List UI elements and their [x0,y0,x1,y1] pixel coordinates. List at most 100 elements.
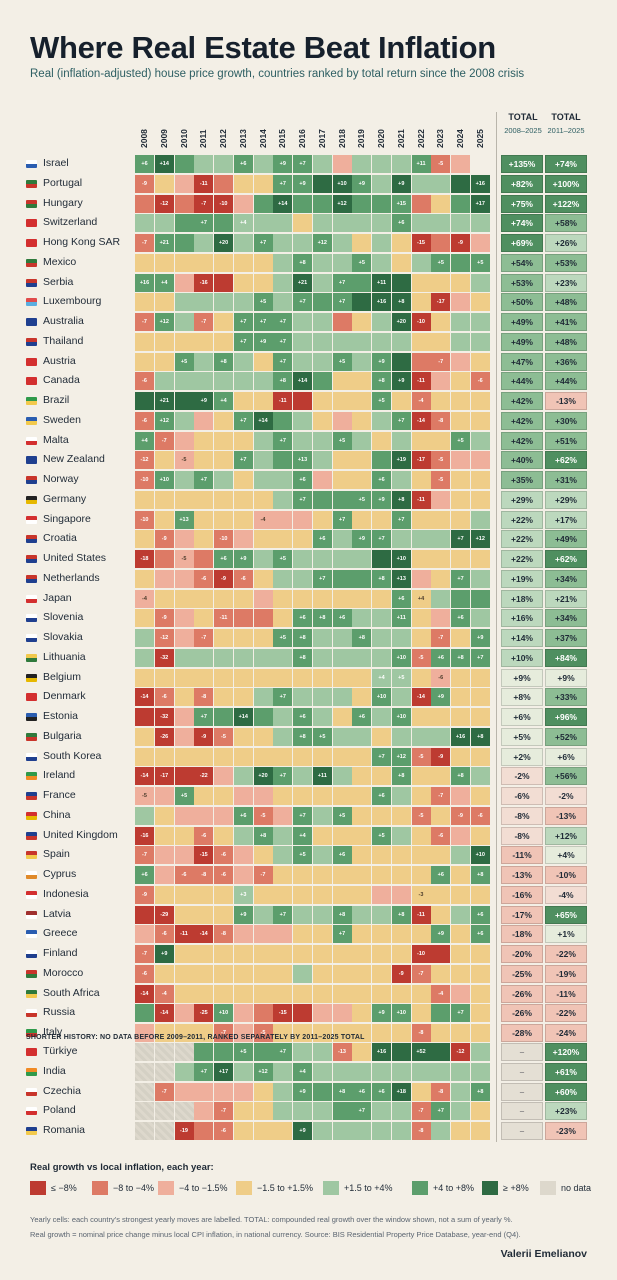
legend-swatch [412,1181,428,1195]
heat-cell-hong-kong-sar-2008: -7 [135,234,154,252]
heat-cell-austria-2008 [135,352,154,371]
heat-cell-thailand-2009 [154,332,174,351]
heat-cell-brazil-2023 [431,392,451,410]
heat-cell-new-zealand-2025 [470,451,490,470]
heat-cell-cyprus-2020 [372,866,391,884]
heat-cell-slovenia-2013 [233,609,253,628]
heat-cell-australia-2019 [352,313,372,331]
flag-icon-denmark [26,693,37,702]
heat-cell-france-2013 [233,787,253,805]
heat-cell-t-rkiye-2016 [293,1043,312,1061]
total-2011-indonesia: -4% [545,885,587,904]
heat-cell-mexico-2025: +5 [470,253,490,272]
heat-cell-mexico-2012 [214,253,233,272]
heat-cell-poland-2016 [293,1102,312,1121]
heat-cell-indonesia-2014 [253,885,273,904]
flag-icon-germany [26,495,37,504]
heat-cell-hong-kong-sar-2015 [273,234,293,252]
heat-cell-mexico-2017 [312,253,332,272]
total-2011-russia: -22% [545,1004,587,1023]
heat-cell-hong-kong-sar-2024: -9 [451,234,470,252]
heat-cell-austria-2011 [194,352,214,371]
heat-cell-latvia-2012 [214,905,233,924]
heat-cell-south-africa-2020 [372,984,391,1003]
heat-cell-bulgaria-2024: +16 [451,727,470,746]
flag-icon-singapore [26,515,37,524]
heat-cell-united-kingdom-2013 [233,826,253,845]
heat-cell-czechia-2025: +8 [470,1082,490,1101]
heat-cell-finland-2008: -7 [135,945,154,963]
total-2008-hungary: +75% [501,194,543,213]
total-2011-sweden: +30% [545,411,587,430]
flag-icon-united-kingdom [26,831,37,840]
heat-cell-united-kingdom-2015 [273,826,293,845]
heat-cell-czechia-2014 [253,1082,273,1101]
total-2008-australia: +49% [501,313,543,331]
heat-cell-malta-2009: -7 [154,431,174,450]
heat-cell-czechia-2008 [135,1082,154,1101]
legend-swatch [323,1181,339,1195]
heat-cell-austria-2017 [312,352,332,371]
heat-cell-czechia-2023: -8 [431,1082,451,1101]
total-2008-cyprus: -13% [501,866,543,884]
legend-swatch [158,1181,174,1195]
country-label-slovakia: Slovakia [43,631,83,643]
heat-cell-south-africa-2021 [391,984,411,1003]
heat-cell-romania-2013 [233,1122,253,1140]
heat-cell-south-korea-2020: +7 [372,747,391,766]
heat-cell-spain-2012: -6 [214,846,233,865]
heat-cell-south-africa-2009: -4 [154,984,174,1003]
legend-swatch [30,1181,46,1195]
heat-cell-portugal-2011: -11 [194,174,214,193]
heat-cell-slovenia-2017: +8 [312,609,332,628]
heat-cell-hong-kong-sar-2009: +21 [154,234,174,252]
country-label-serbia: Serbia [43,275,74,288]
heat-cell-spain-2008: -7 [135,846,154,865]
chart-subtitle: Real (inflation-adjusted) house price gr… [30,68,525,80]
heat-cell-singapore-2016 [293,510,312,529]
heat-cell-south-africa-2025 [470,984,490,1003]
heat-cell-malta-2010 [174,431,194,450]
heat-cell-india-2018 [332,1062,352,1081]
heat-cell-brazil-2009: +21 [154,392,174,410]
heat-cell-morocco-2019 [352,964,372,983]
heat-cell-cyprus-2023: +6 [431,866,451,884]
heat-cell-new-zealand-2017 [312,451,332,470]
heat-cell-belgium-2012 [214,668,233,687]
heat-cell-mexico-2020 [372,253,391,272]
total-2011-new-zealand: +62% [545,451,587,470]
heat-cell-canada-2008: -6 [135,372,154,391]
heat-cell-hungary-2014 [253,194,273,213]
total-2008-israel: +135% [501,155,543,173]
heat-cell-croatia-2020: +7 [372,530,391,549]
heat-cell-indonesia-2020 [372,885,391,904]
heat-cell-germany-2020: +9 [372,490,391,509]
heat-cell-france-2014 [253,787,273,805]
total-2008-serbia: +53% [501,273,543,292]
total-2008-united-kingdom: -8% [501,826,543,845]
heat-cell-canada-2015: +8 [273,372,293,391]
heat-cell-croatia-2025: +12 [470,530,490,549]
total-2011-spain: +4% [545,846,587,865]
heat-cell-china-2012 [214,806,233,825]
year-label-2023: 2023 [435,129,446,148]
heat-cell-united-kingdom-2010 [174,826,194,845]
heat-cell-t-rkiye-2015: +7 [273,1043,293,1061]
heat-cell-japan-2014 [253,589,273,608]
heat-cell-australia-2022: -10 [411,313,431,331]
total-2011-italy: -24% [545,1024,587,1042]
total-2008-norway: +35% [501,471,543,489]
heat-cell-south-africa-2010 [174,984,194,1003]
country-label-brazil: Brazil [43,394,70,406]
heat-cell-germany-2010 [174,490,194,509]
year-label-2014: 2014 [257,129,268,148]
heat-cell-slovenia-2020 [372,609,391,628]
heat-cell-croatia-2024: +7 [451,530,470,549]
heat-cell-france-2015 [273,787,293,805]
heat-cell-germany-2016: +7 [293,490,312,509]
heat-cell-ireland-2017: +11 [312,767,332,786]
heat-cell-south-korea-2008 [135,747,154,766]
heat-cell-singapore-2012 [214,510,233,529]
heat-cell-bulgaria-2012: -5 [214,727,233,746]
flag-icon-hungary [26,199,37,208]
